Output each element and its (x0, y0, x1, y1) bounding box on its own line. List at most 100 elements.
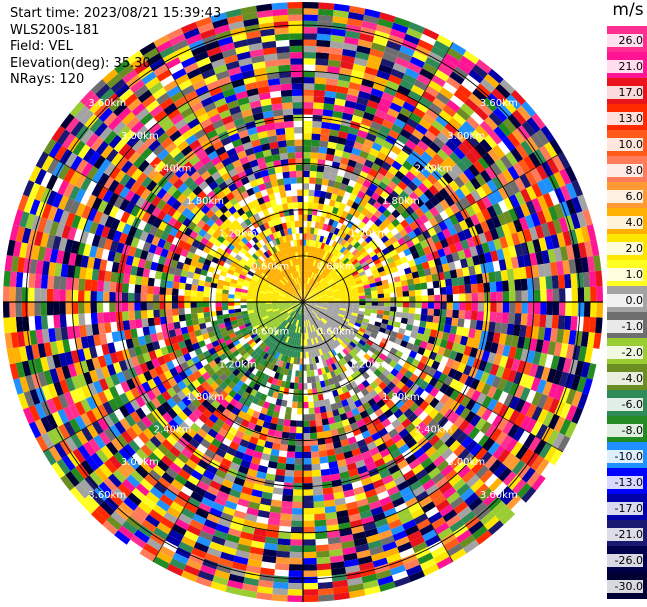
velocity-gate (303, 151, 311, 159)
velocity-gate (533, 439, 547, 456)
velocity-gate (392, 96, 406, 108)
velocity-gate (469, 319, 477, 330)
velocity-gate (352, 63, 367, 73)
velocity-gate (306, 233, 311, 240)
velocity-gate (396, 291, 403, 298)
velocity-gate (147, 309, 154, 319)
velocity-gate (531, 391, 543, 407)
velocity-gate (310, 311, 316, 317)
velocity-gate (345, 311, 352, 315)
velocity-gate (423, 268, 432, 276)
velocity-gate (431, 344, 440, 354)
velocity-gate (389, 347, 398, 356)
velocity-gate (491, 176, 504, 190)
velocity-gate (303, 451, 312, 459)
velocity-gate (464, 180, 476, 194)
velocity-gate (457, 362, 467, 374)
velocity-gate (590, 302, 597, 318)
velocity-gate (559, 418, 572, 436)
velocity-gate (400, 256, 408, 264)
velocity-gate (496, 248, 505, 261)
velocity-gate (526, 471, 541, 487)
velocity-gate (306, 292, 312, 298)
velocity-gate (502, 291, 510, 302)
velocity-gate (384, 302, 391, 307)
velocity-gate (356, 316, 364, 322)
velocity-gate (517, 255, 526, 268)
velocity-gate (364, 330, 372, 336)
velocity-gate (308, 278, 312, 285)
velocity-gate (338, 286, 345, 291)
velocity-gate (490, 162, 503, 177)
velocity-gate (303, 576, 318, 584)
velocity-gate (318, 277, 324, 284)
velocity-gate (323, 166, 332, 174)
velocity-gate (457, 125, 471, 139)
velocity-gate (534, 365, 545, 380)
velocity-gate (491, 375, 502, 389)
velocity-gate (344, 271, 352, 277)
velocity-gate (449, 325, 458, 335)
velocity-gate (358, 304, 366, 309)
velocity-gate (374, 172, 385, 182)
velocity-gate (332, 187, 340, 195)
velocity-gate (546, 302, 554, 316)
velocity-gate (215, 292, 223, 298)
velocity-gate (351, 69, 365, 79)
velocity-gate (324, 90, 337, 99)
velocity-gate (376, 313, 384, 319)
velocity-gate (507, 221, 517, 235)
velocity-gate (285, 463, 295, 471)
velocity-gate (307, 305, 313, 311)
velocity-gate (348, 279, 356, 285)
velocity-gate (330, 254, 337, 262)
velocity-gate (353, 141, 364, 151)
velocity-gate (376, 103, 390, 114)
velocity-gate (309, 300, 316, 302)
velocity-gate (320, 256, 326, 263)
velocity-gate (551, 315, 559, 329)
velocity-gate (528, 226, 539, 241)
velocity-gate (321, 296, 328, 300)
velocity-gate (332, 324, 339, 330)
velocity-gate (402, 307, 410, 314)
velocity-gate (389, 359, 398, 369)
velocity-gate (443, 270, 452, 280)
velocity-gate (468, 328, 476, 339)
velocity-gate (303, 233, 307, 240)
velocity-gate (313, 494, 324, 502)
velocity-gate (484, 455, 498, 470)
velocity-gate (407, 181, 418, 192)
velocity-gate (326, 329, 333, 336)
velocity-gate (350, 330, 358, 336)
velocity-gate (476, 83, 492, 98)
velocity-gate (354, 102, 367, 112)
velocity-gate (316, 171, 324, 179)
velocity-gate (327, 297, 335, 300)
velocity-gate (345, 289, 352, 293)
velocity-gate (314, 260, 319, 267)
velocity-gate (454, 352, 464, 363)
velocity-gate (414, 217, 424, 228)
velocity-gate (411, 416, 423, 428)
velocity-gate (474, 173, 487, 187)
velocity-gate (121, 292, 129, 302)
velocity-gate (28, 302, 35, 317)
velocity-gate (533, 277, 541, 290)
velocity-gate (414, 207, 425, 218)
velocity-gate (314, 406, 321, 414)
velocity-gate (314, 307, 321, 311)
velocity-gate (477, 302, 485, 312)
velocity-gate (358, 170, 369, 180)
velocity-gate (282, 488, 294, 496)
velocity-gate (593, 332, 602, 349)
velocity-gate (410, 331, 418, 339)
velocity-gate (371, 294, 378, 299)
velocity-gate (358, 247, 367, 255)
velocity-gate (398, 165, 410, 176)
velocity-gate (479, 469, 494, 484)
velocity-gate (542, 396, 554, 412)
velocity-gate (494, 322, 502, 334)
velocity-gate (438, 372, 448, 384)
velocity-gate (393, 276, 401, 283)
